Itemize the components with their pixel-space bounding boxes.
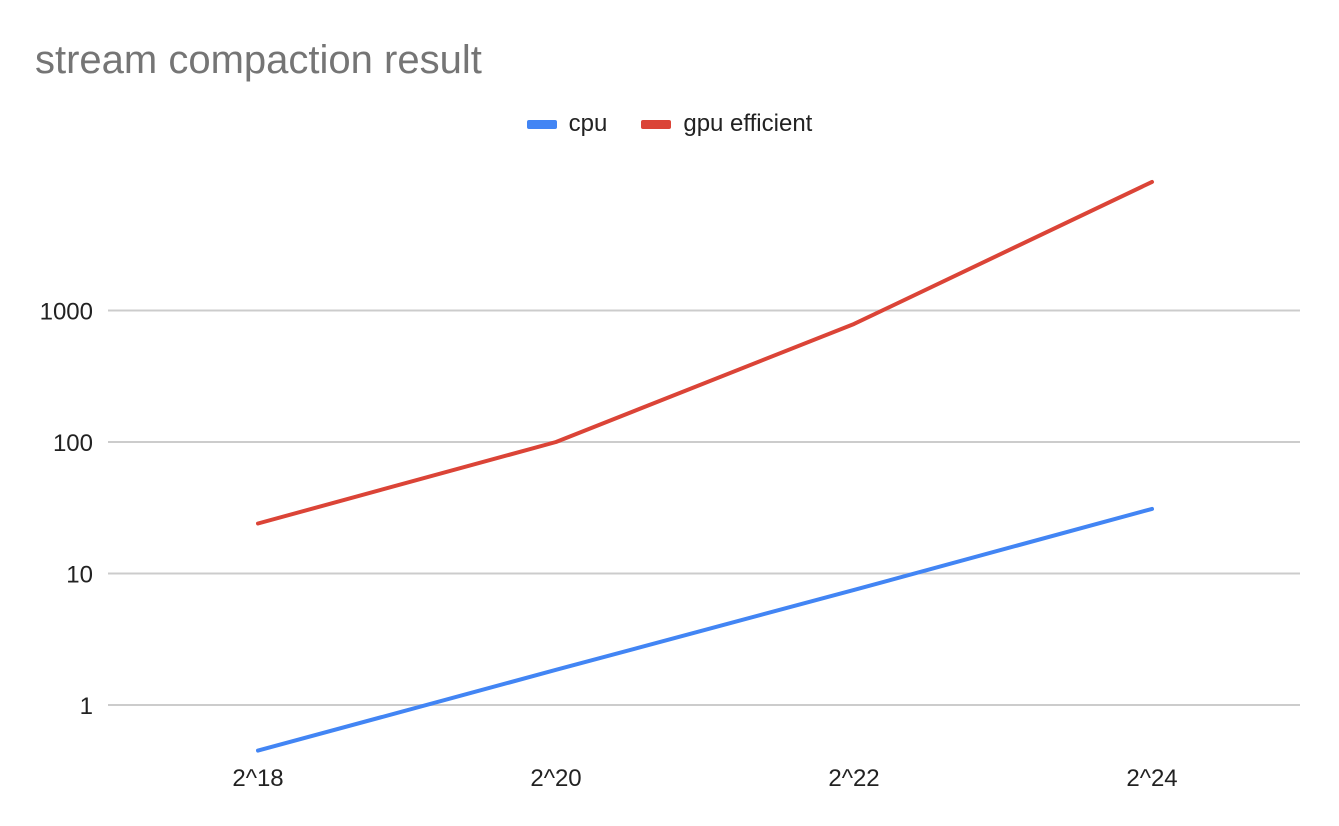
legend: cpu gpu efficient (0, 110, 1339, 138)
legend-item-gpu-efficient[interactable]: gpu efficient (641, 110, 812, 138)
legend-swatch-gpu-efficient (641, 119, 672, 129)
series-line-cpu[interactable] (256, 506, 1154, 753)
legend-item-cpu[interactable]: cpu (526, 110, 608, 138)
x-axis-tick-labels: 2^18 2^20 2^22 2^24 (232, 765, 1177, 792)
x-tick-label: 2^24 (1126, 765, 1177, 792)
series-line-gpu-efficient[interactable] (256, 179, 1154, 526)
series-lines (256, 179, 1154, 753)
legend-label-gpu-efficient: gpu efficient (683, 110, 813, 137)
y-tick-label: 10 (66, 562, 93, 589)
y-tick-label: 1 (80, 693, 93, 720)
y-axis-tick-labels: 1 10 100 1000 (40, 299, 93, 721)
x-tick-label: 2^18 (232, 765, 283, 792)
legend-label-cpu: cpu (568, 110, 608, 137)
chart-title: stream compaction result (35, 38, 482, 82)
x-tick-label: 2^22 (828, 765, 879, 792)
legend-swatch-cpu (526, 119, 557, 129)
x-tick-label: 2^20 (530, 765, 581, 792)
grid-lines (108, 309, 1300, 706)
y-tick-label: 100 (53, 430, 93, 457)
y-tick-label: 1000 (40, 299, 93, 326)
